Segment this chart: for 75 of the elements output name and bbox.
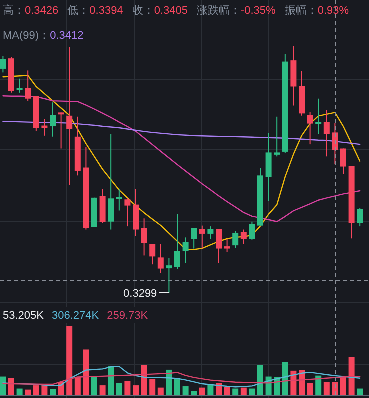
bar <box>282 362 288 395</box>
candlestick <box>50 102 56 138</box>
bar <box>0 376 6 395</box>
candlestick <box>199 225 206 250</box>
bar <box>249 388 256 395</box>
candlestick <box>324 110 330 158</box>
candlestick <box>66 46 73 186</box>
candlestick <box>174 213 180 270</box>
candlestick <box>158 244 164 274</box>
bar <box>324 382 330 395</box>
candlestick <box>316 98 322 135</box>
bar <box>150 379 156 395</box>
candlestick <box>166 258 172 294</box>
bar <box>108 366 114 395</box>
bar <box>191 391 198 395</box>
candlestick <box>108 134 114 230</box>
candlestick <box>274 116 280 158</box>
bar <box>42 386 48 395</box>
candlestick <box>224 238 230 252</box>
text: 收：0.3405 <box>132 5 188 17</box>
candlestick <box>141 218 148 256</box>
bar <box>166 370 172 395</box>
bar <box>307 383 314 395</box>
bar <box>199 388 206 395</box>
text: 高：0.3426 <box>3 4 59 17</box>
bar <box>141 365 148 395</box>
bar <box>25 390 32 395</box>
bar <box>158 388 164 395</box>
candlestick <box>232 230 239 249</box>
text: 振幅：0.93% <box>284 5 350 17</box>
bar <box>182 386 189 395</box>
candlestick <box>307 112 314 146</box>
candlestick <box>42 118 48 136</box>
bar <box>357 388 364 395</box>
text: 涨跌幅：-0.35% <box>196 5 276 17</box>
text: MA(99)：0.3412 <box>3 30 84 42</box>
annotation: 0.3299 <box>124 288 158 300</box>
candlestick <box>357 208 364 228</box>
bar <box>74 377 81 395</box>
candlestick <box>150 244 156 266</box>
bar <box>133 386 139 395</box>
bar <box>124 381 131 395</box>
bar <box>66 326 73 395</box>
bar <box>232 388 239 395</box>
bar <box>208 384 214 395</box>
bar <box>83 350 90 395</box>
candlestick <box>249 221 256 240</box>
bar <box>340 377 346 395</box>
bar <box>100 386 106 395</box>
bar <box>33 386 40 395</box>
candlestick <box>340 148 346 175</box>
bar <box>116 383 122 395</box>
candlestick <box>191 228 198 250</box>
candlestick <box>124 197 131 228</box>
text: 低：0.3394 <box>68 5 124 17</box>
bar <box>258 365 264 395</box>
candlestick <box>16 78 23 94</box>
candlestick <box>58 112 64 150</box>
text: 259.73K <box>107 310 149 322</box>
bar <box>174 378 180 395</box>
bar <box>50 389 56 395</box>
text: 53.205K <box>3 310 45 322</box>
candlestick <box>25 70 32 102</box>
candlestick <box>240 229 247 245</box>
candlestick <box>208 226 214 240</box>
bar <box>240 388 247 395</box>
bar <box>348 357 355 395</box>
bar <box>92 377 98 395</box>
bar <box>224 387 230 395</box>
text: 306.274K <box>52 310 100 322</box>
candlestick <box>216 228 222 264</box>
candlestick <box>0 56 6 74</box>
bar <box>316 376 322 395</box>
candlestick <box>182 237 189 264</box>
bar <box>16 388 23 395</box>
